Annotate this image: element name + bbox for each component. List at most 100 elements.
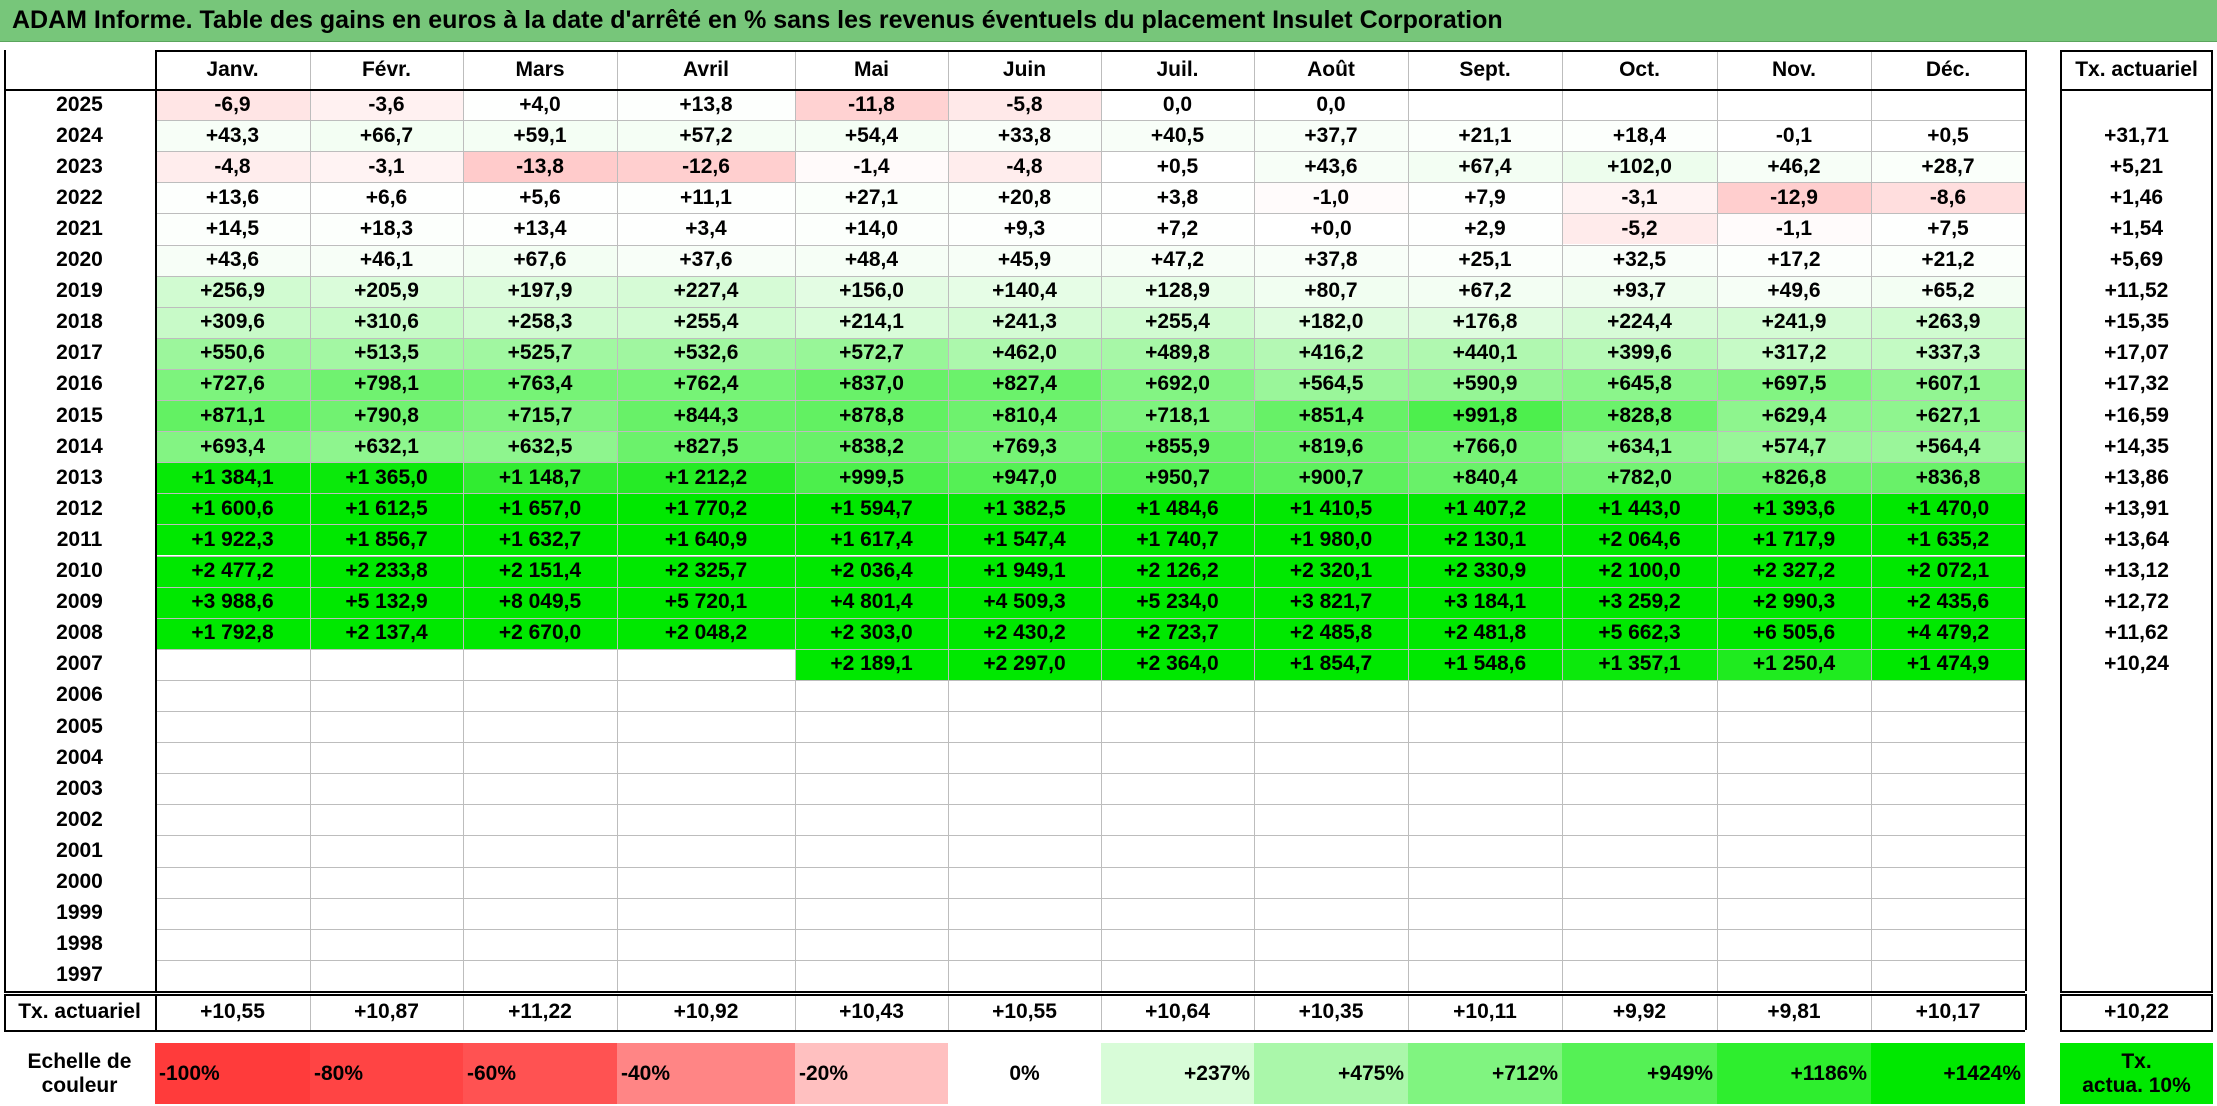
gain-cell[interactable]: +140,4 (948, 275, 1101, 307)
gain-cell[interactable]: +2 126,2 (1101, 555, 1254, 587)
gain-cell[interactable] (1408, 742, 1562, 774)
gain-cell[interactable] (1562, 866, 1717, 898)
gain-cell[interactable]: +462,0 (948, 337, 1101, 369)
gain-cell[interactable] (1408, 835, 1562, 867)
gain-cell[interactable]: +46,1 (310, 244, 463, 276)
gain-cell[interactable]: +2 297,0 (948, 648, 1101, 680)
gain-cell[interactable] (1101, 835, 1254, 867)
gain-cell[interactable]: +2 477,2 (155, 555, 310, 587)
gain-cell[interactable]: +11,1 (617, 182, 795, 214)
gain-cell[interactable]: +5 132,9 (310, 586, 463, 618)
gain-cell[interactable]: +844,3 (617, 400, 795, 432)
gain-cell[interactable] (1254, 866, 1408, 898)
gain-cell[interactable]: +629,4 (1717, 400, 1871, 432)
gain-cell[interactable]: +855,9 (1101, 431, 1254, 463)
gain-cell[interactable] (617, 804, 795, 836)
gain-cell[interactable]: +1 148,7 (463, 462, 617, 494)
gain-cell[interactable]: +7,5 (1871, 213, 2025, 245)
gain-cell[interactable] (795, 711, 948, 743)
gain-cell[interactable]: +947,0 (948, 462, 1101, 494)
gain-cell[interactable]: +309,6 (155, 306, 310, 338)
gain-cell[interactable] (795, 897, 948, 929)
gain-cell[interactable]: +1 548,6 (1408, 648, 1562, 680)
gain-cell[interactable] (948, 897, 1101, 929)
gain-cell[interactable] (1101, 711, 1254, 743)
gain-cell[interactable]: +1 393,6 (1717, 493, 1871, 525)
gain-cell[interactable]: +2 036,4 (795, 555, 948, 587)
gain-cell[interactable]: +1 484,6 (1101, 493, 1254, 525)
gain-cell[interactable] (1871, 679, 2025, 711)
gain-cell[interactable] (948, 928, 1101, 960)
gain-cell[interactable] (1562, 804, 1717, 836)
gain-cell[interactable]: +1 922,3 (155, 524, 310, 556)
gain-cell[interactable]: +67,6 (463, 244, 617, 276)
gain-cell[interactable]: +258,3 (463, 306, 617, 338)
gain-cell[interactable] (155, 897, 310, 929)
gain-cell[interactable] (795, 804, 948, 836)
gain-cell[interactable] (795, 959, 948, 991)
gain-cell[interactable]: +2 670,0 (463, 617, 617, 649)
gain-cell[interactable]: +47,2 (1101, 244, 1254, 276)
gain-cell[interactable] (155, 679, 310, 711)
gain-cell[interactable]: +3 988,6 (155, 586, 310, 618)
gain-cell[interactable] (1101, 866, 1254, 898)
gain-cell[interactable] (1254, 835, 1408, 867)
gain-cell[interactable]: +263,9 (1871, 306, 2025, 338)
gain-cell[interactable] (1101, 928, 1254, 960)
gain-cell[interactable]: +13,4 (463, 213, 617, 245)
gain-cell[interactable]: +1 657,0 (463, 493, 617, 525)
gain-cell[interactable]: +828,8 (1562, 400, 1717, 432)
gain-cell[interactable]: +48,4 (795, 244, 948, 276)
gain-cell[interactable]: +1 474,9 (1871, 648, 2025, 680)
gain-cell[interactable]: -5,2 (1562, 213, 1717, 245)
gain-cell[interactable]: +697,5 (1717, 368, 1871, 400)
gain-cell[interactable]: +214,1 (795, 306, 948, 338)
gain-cell[interactable] (795, 773, 948, 805)
gain-cell[interactable]: -6,9 (155, 89, 310, 121)
gain-cell[interactable]: +1 212,2 (617, 462, 795, 494)
gain-cell[interactable] (1717, 804, 1871, 836)
gain-cell[interactable]: +2 233,8 (310, 555, 463, 587)
gain-cell[interactable]: +2 430,2 (948, 617, 1101, 649)
gain-cell[interactable] (948, 679, 1101, 711)
gain-cell[interactable] (310, 679, 463, 711)
gain-cell[interactable] (1871, 897, 2025, 929)
gain-cell[interactable] (948, 804, 1101, 836)
gain-cell[interactable]: +878,8 (795, 400, 948, 432)
gain-cell[interactable]: +9,3 (948, 213, 1101, 245)
gain-cell[interactable] (795, 742, 948, 774)
gain-cell[interactable]: -12,6 (617, 151, 795, 183)
gain-cell[interactable] (1562, 89, 1717, 121)
gain-cell[interactable] (1871, 804, 2025, 836)
gain-cell[interactable]: +65,2 (1871, 275, 2025, 307)
gain-cell[interactable] (155, 742, 310, 774)
gain-cell[interactable]: +255,4 (617, 306, 795, 338)
gain-cell[interactable]: +513,5 (310, 337, 463, 369)
gain-cell[interactable]: +2 100,0 (1562, 555, 1717, 587)
gain-cell[interactable] (1254, 959, 1408, 991)
gain-cell[interactable]: +769,3 (948, 431, 1101, 463)
gain-cell[interactable]: +32,5 (1562, 244, 1717, 276)
gain-cell[interactable] (1408, 711, 1562, 743)
gain-cell[interactable]: +3 821,7 (1254, 586, 1408, 618)
gain-cell[interactable] (617, 866, 795, 898)
gain-cell[interactable]: +2,9 (1408, 213, 1562, 245)
gain-cell[interactable] (1562, 742, 1717, 774)
gain-cell[interactable] (1562, 773, 1717, 805)
gain-cell[interactable] (1871, 711, 2025, 743)
gain-cell[interactable] (1408, 959, 1562, 991)
gain-cell[interactable]: +1 632,7 (463, 524, 617, 556)
gain-cell[interactable]: -4,8 (948, 151, 1101, 183)
gain-cell[interactable] (1562, 897, 1717, 929)
gain-cell[interactable]: +2 303,0 (795, 617, 948, 649)
gain-cell[interactable] (948, 711, 1101, 743)
gain-cell[interactable] (617, 711, 795, 743)
gain-cell[interactable]: -1,1 (1717, 213, 1871, 245)
gain-cell[interactable]: +66,7 (310, 120, 463, 152)
gain-cell[interactable] (310, 835, 463, 867)
gain-cell[interactable]: +590,9 (1408, 368, 1562, 400)
gain-cell[interactable]: -11,8 (795, 89, 948, 121)
gain-cell[interactable]: +37,6 (617, 244, 795, 276)
gain-cell[interactable]: +1 980,0 (1254, 524, 1408, 556)
gain-cell[interactable] (1562, 928, 1717, 960)
